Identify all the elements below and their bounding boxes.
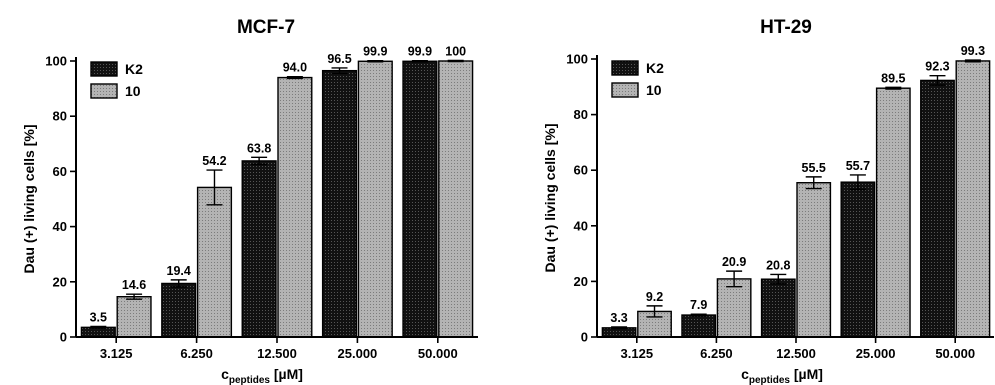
legend-label-10: 10	[646, 82, 662, 98]
y-tick-label: 80	[574, 107, 588, 122]
bar-10-25.000	[357, 60, 393, 338]
y-tick-label: 0	[60, 330, 67, 345]
bar-10-25.000	[875, 87, 911, 338]
data-label: 89.5	[881, 71, 905, 85]
y-tick-label: 60	[574, 163, 588, 178]
data-label: 14.6	[122, 278, 146, 292]
legend-label-K2: K2	[646, 60, 664, 76]
x-axis-label: cpeptides [µM]	[221, 366, 303, 385]
y-axis-label: Dau (+) living cells [%]	[21, 125, 37, 274]
data-label: 55.5	[802, 161, 826, 175]
error-bar-K2-25.000	[331, 67, 348, 75]
chart-panel-1: MCF-7 3.5 19.4 63.8 96.5 99.9 14.6 54.2 94.0 99.9…	[21, 17, 478, 385]
data-label: 100	[445, 44, 466, 58]
error-bar-K2-6.250	[170, 279, 187, 288]
error-bar-10-25.000	[367, 60, 384, 63]
data-label: 3.3	[610, 311, 627, 325]
bar-10-50.000	[955, 60, 991, 338]
y-tick-label: 40	[574, 218, 588, 233]
error-bar-10-12.500	[286, 76, 303, 80]
bar-10-6.250	[196, 186, 233, 338]
bar-10-50.000	[438, 60, 474, 338]
data-label: 96.5	[327, 52, 351, 66]
error-bar-K2-25.000	[849, 174, 866, 191]
error-bar-10-3.125	[126, 293, 143, 300]
chart-title: MCF-7	[237, 17, 295, 38]
y-tick-label: 100	[566, 52, 588, 67]
legend-swatch-10	[611, 82, 639, 98]
legend-swatch-K2	[90, 61, 118, 77]
data-label: 20.8	[766, 258, 790, 272]
x-tick-label: 12.500	[776, 346, 816, 361]
x-tick-label: 3.125	[621, 346, 654, 361]
bar-K2-6.250	[681, 314, 717, 338]
error-bar-10-50.000	[964, 59, 981, 63]
error-bar-K2-50.000	[411, 60, 428, 63]
data-label: 99.9	[363, 45, 387, 59]
error-bar-10-50.000	[447, 59, 464, 63]
bar-K2-25.000	[840, 181, 876, 338]
data-label: 20.9	[722, 255, 746, 269]
x-tick-label: 12.500	[257, 346, 297, 361]
data-label: 94.0	[283, 61, 307, 75]
x-tick-label: 25.000	[856, 346, 896, 361]
bar-10-6.250	[716, 278, 752, 338]
legend-swatch-K2	[611, 60, 639, 76]
bar-K2-50.000	[402, 60, 438, 338]
x-tick-label: 3.125	[100, 346, 133, 361]
y-tick-label: 0	[581, 330, 588, 345]
data-label: 92.3	[925, 60, 949, 74]
y-tick-label: 40	[53, 219, 67, 234]
error-bar-K2-12.500	[251, 156, 268, 166]
data-label: 63.8	[247, 141, 271, 155]
y-tick-label: 60	[53, 164, 67, 179]
x-tick-label: 6.250	[700, 346, 733, 361]
x-tick-label: 25.000	[338, 346, 378, 361]
data-label: 55.7	[846, 159, 870, 173]
y-axis-label: Dau (+) living cells [%]	[542, 124, 558, 273]
bar-K2-25.000	[321, 69, 358, 338]
error-bar-K2-50.000	[929, 74, 946, 86]
data-label: 99.9	[408, 45, 432, 59]
data-label: 99.3	[961, 44, 985, 58]
legend-label-10: 10	[125, 83, 141, 99]
error-bar-10-6.250	[206, 169, 223, 206]
chart-title: HT-29	[760, 17, 812, 38]
error-bar-K2-3.125	[611, 326, 628, 330]
bar-K2-12.500	[760, 278, 796, 338]
error-bar-K2-3.125	[90, 325, 107, 329]
x-tick-label: 50.000	[418, 346, 458, 361]
legend-label-K2: K2	[125, 61, 143, 77]
error-bar-10-3.125	[646, 305, 663, 318]
bar-10-3.125	[116, 296, 152, 338]
bar-10-12.500	[796, 182, 832, 338]
error-bar-10-12.500	[805, 176, 822, 190]
error-bar-10-6.250	[726, 270, 743, 288]
bar-K2-6.250	[161, 282, 197, 338]
y-tick-label: 20	[574, 274, 588, 289]
chart-panel-2: HT-29 3.3 7.9 20.8 55.7 92.3 9.2 20.9 55.5 89.5 99…	[542, 17, 994, 385]
bar-K2-50.000	[920, 79, 955, 338]
error-bar-10-25.000	[885, 86, 902, 90]
data-label: 3.5	[90, 311, 107, 325]
bar-K2-12.500	[241, 160, 277, 338]
data-label: 54.2	[202, 154, 226, 168]
legend-swatch-10	[90, 83, 118, 99]
error-bar-K2-12.500	[770, 273, 787, 285]
data-label: 7.9	[690, 298, 707, 312]
x-tick-label: 50.000	[935, 346, 975, 361]
y-tick-label: 20	[53, 274, 67, 289]
bar-10-12.500	[277, 76, 313, 338]
error-bar-K2-6.250	[690, 313, 707, 317]
y-tick-label: 100	[45, 54, 67, 69]
x-axis-label: cpeptides [µM]	[741, 366, 823, 385]
data-label: 19.4	[167, 264, 191, 278]
data-label: 9.2	[646, 290, 663, 304]
y-tick-label: 80	[53, 109, 67, 124]
x-tick-label: 6.250	[180, 346, 213, 361]
